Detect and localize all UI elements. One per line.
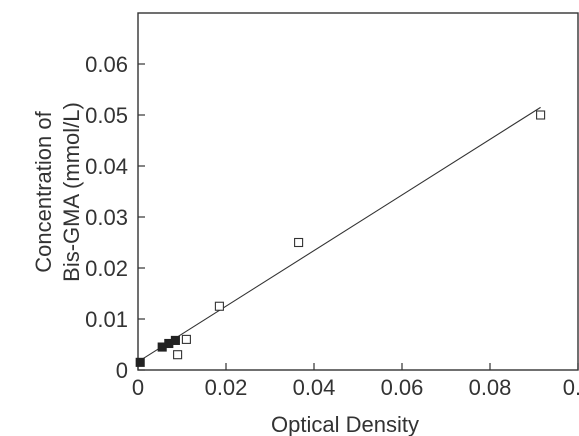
x-axis-title: Optical Density: [271, 412, 419, 436]
x-tick-label: 0.02: [205, 375, 248, 400]
y-tick-label: 0.02: [85, 256, 128, 281]
y-tick-label: 0.04: [85, 154, 128, 179]
y-tick-label: 0.03: [85, 205, 128, 230]
y-tick-label: 0.06: [85, 52, 128, 77]
x-tick-label: 0.04: [293, 375, 336, 400]
y-tick-label: 0: [116, 358, 128, 383]
open-square-point: [294, 237, 304, 248]
x-tick-label: 0: [132, 375, 144, 400]
open-square-point: [536, 110, 546, 120]
filled-square-point: [135, 357, 145, 367]
open-square-point: [173, 350, 183, 360]
filled-square-point: [170, 335, 180, 345]
open-square-point: [214, 301, 224, 311]
plot-frame: [137, 12, 579, 371]
x-axis-ticks: 0 0.02 0.04 0.06 0.08 0.1: [132, 363, 579, 400]
regression-line: [137, 106, 541, 363]
x-tick-label: 0.06: [381, 375, 424, 400]
y-axis-title-line-1: Concentration of: [31, 110, 56, 272]
x-tick-label: 0.1: [563, 375, 579, 400]
y-axis-ticks: 0 0.01 0.02 0.03 0.04 0.05 0.06: [85, 52, 145, 383]
y-axis-title-line-2: Bis-GMA (mmol/L): [59, 102, 84, 282]
open-square-point: [181, 334, 191, 344]
data-points: [135, 110, 546, 367]
y-tick-label: 0.05: [85, 103, 128, 128]
y-tick-label: 0.01: [85, 307, 128, 332]
x-tick-label: 0.08: [469, 375, 512, 400]
